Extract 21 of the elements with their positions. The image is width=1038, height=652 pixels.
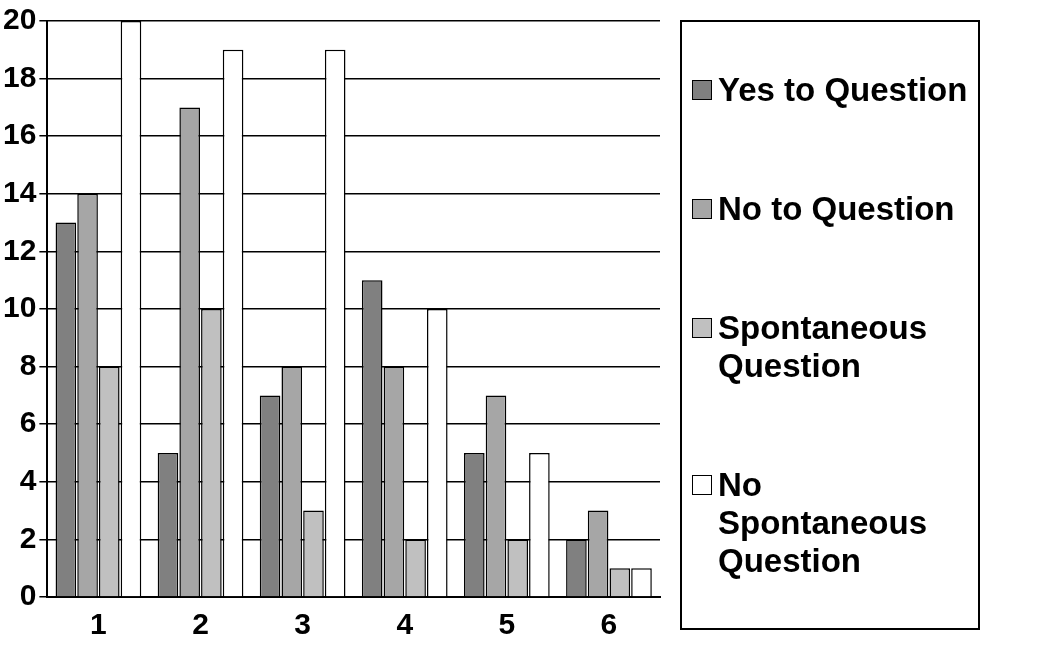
y-tick-label: 18 [2,59,37,93]
y-tick-label: 14 [2,175,37,209]
legend-label: No to Question [718,189,955,228]
legend-label: Spontaneous Question [718,308,928,385]
x-tick-label: 1 [90,607,107,641]
y-tick-label: 10 [2,290,37,324]
x-tick-label: 3 [294,607,311,641]
x-tick-label: 4 [396,607,414,641]
text: No Spontaneous Question [718,465,928,580]
legend-label: Yes to Question [718,70,968,109]
y-tick-label: 0 [19,578,37,612]
y-tick-label: 2 [19,520,37,554]
x-tick-label: 2 [192,607,209,641]
y-tick-label: 8 [19,347,37,381]
y-tick-label: 4 [19,463,37,497]
y-tick-label: 16 [2,117,37,151]
y-tick-label: 20 [2,2,37,36]
y-tick-label: 12 [2,232,37,266]
x-tick-label: 6 [600,607,618,641]
y-tick-label: 6 [19,405,37,439]
x-tick-label: 5 [498,607,516,641]
